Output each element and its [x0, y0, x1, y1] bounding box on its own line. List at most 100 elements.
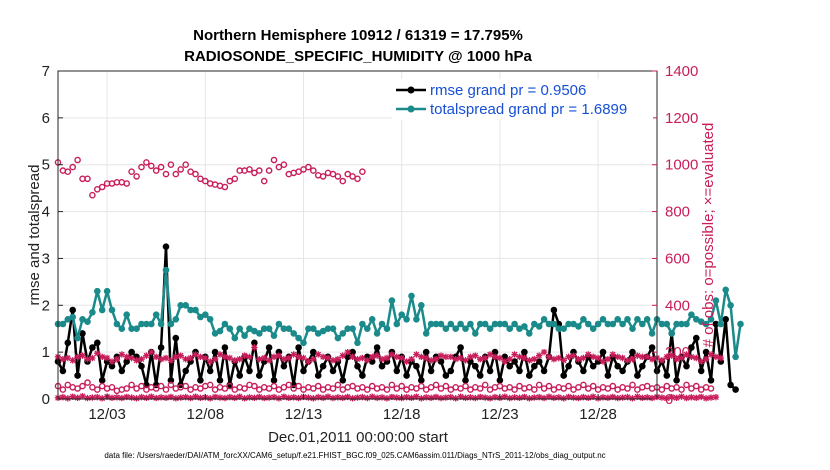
data-point	[368, 358, 376, 365]
obs-evaluated-marker	[177, 394, 184, 401]
data-point	[634, 372, 641, 379]
obs-evaluated-marker	[79, 352, 86, 359]
obs-possible-marker	[535, 381, 543, 389]
obs-evaluated-marker	[688, 353, 695, 361]
data-point	[560, 372, 567, 379]
obs-possible-marker	[138, 382, 145, 390]
obs-evaluated-marker	[202, 354, 209, 362]
obs-possible-marker	[275, 163, 283, 171]
obs-evaluated-marker	[143, 394, 150, 402]
data-point	[123, 358, 130, 365]
data-point	[94, 339, 101, 347]
obs-evaluated-marker	[580, 354, 587, 362]
obs-evaluated-marker	[634, 393, 641, 400]
obs-evaluated-marker	[437, 394, 445, 402]
obs-evaluated-marker	[683, 394, 690, 402]
obs-possible-marker	[585, 385, 592, 392]
obs-evaluated-marker	[207, 358, 214, 365]
data-point	[589, 362, 597, 370]
obs-evaluated-marker	[369, 393, 376, 400]
legend-spread-marker	[407, 105, 415, 113]
obs-evaluated-marker	[315, 351, 322, 358]
obs-possible-marker	[143, 159, 150, 166]
obs-evaluated-marker	[256, 355, 263, 363]
data-point	[467, 320, 474, 328]
data-point	[570, 320, 577, 328]
obs-possible-marker	[305, 163, 312, 171]
obs-evaluated-marker	[521, 393, 528, 401]
data-point	[531, 320, 538, 328]
data-point	[251, 327, 258, 335]
data-point	[216, 327, 224, 335]
data-point	[98, 306, 106, 314]
obs-evaluated-marker	[560, 395, 567, 402]
data-point	[604, 372, 612, 379]
obs-evaluated-marker	[575, 394, 582, 402]
obs-evaluated-marker	[69, 393, 76, 400]
y-right-tick-label: 0	[665, 391, 673, 408]
data-point	[481, 320, 489, 328]
obs-possible-marker	[74, 385, 81, 392]
data-point	[270, 332, 278, 340]
data-point	[202, 311, 209, 319]
obs-possible-marker	[123, 385, 130, 392]
data-point	[236, 372, 243, 379]
y-right-tick-label: 1400	[665, 63, 698, 80]
obs-evaluated-marker	[477, 355, 484, 363]
obs-evaluated-marker	[74, 353, 81, 361]
data-point	[501, 320, 509, 328]
obs-possible-marker	[265, 167, 273, 174]
obs-possible-marker	[604, 385, 612, 392]
data-point	[540, 367, 548, 375]
data-point	[476, 372, 484, 379]
data-point	[550, 320, 558, 328]
obs-evaluated-marker	[599, 358, 607, 365]
obs-evaluated-marker	[216, 394, 224, 401]
obs-possible-marker	[609, 382, 617, 390]
data-point	[211, 330, 219, 337]
series-obs-evaluated	[54, 344, 725, 365]
obs-evaluated-marker	[275, 352, 283, 359]
data-point	[619, 320, 626, 328]
obs-evaluated-marker	[64, 395, 72, 402]
data-point	[231, 334, 239, 342]
obs-evaluated-marker	[472, 394, 479, 402]
obs-evaluated-marker	[285, 354, 292, 362]
obs-evaluated-marker	[236, 355, 243, 363]
data-point	[722, 316, 729, 323]
data-point	[413, 316, 420, 323]
y-tick-label: 6	[42, 110, 50, 127]
data-point	[457, 320, 464, 328]
obs-possible-marker	[84, 379, 91, 386]
obs-evaluated-marker	[319, 353, 327, 361]
data-point	[182, 302, 189, 309]
obs-evaluated-marker	[540, 348, 548, 356]
obs-evaluated-marker	[393, 394, 400, 401]
obs-possible-marker	[319, 173, 327, 180]
data-point	[280, 362, 288, 370]
obs-evaluated-marker	[673, 394, 680, 402]
obs-evaluated-marker	[128, 394, 135, 401]
obs-possible-marker	[108, 383, 116, 391]
data-point	[486, 367, 494, 375]
obs-evaluated-marker	[265, 357, 273, 364]
data-point	[609, 320, 617, 328]
obs-possible-marker	[138, 163, 145, 171]
obs-evaluated-marker	[688, 394, 695, 401]
obs-evaluated-marker	[589, 393, 597, 400]
obs-possible-marker	[658, 386, 666, 393]
obs-possible-marker	[545, 382, 553, 390]
obs-possible-marker	[192, 170, 199, 178]
obs-evaluated-marker	[157, 394, 165, 401]
obs-possible-marker	[457, 385, 464, 392]
obs-possible-marker	[197, 385, 204, 392]
data-point	[206, 316, 214, 323]
obs-evaluated-marker	[403, 358, 410, 365]
obs-evaluated-marker	[359, 354, 366, 362]
obs-possible-marker	[280, 161, 288, 168]
obs-possible-marker	[167, 381, 175, 389]
obs-possible-marker	[270, 382, 278, 390]
obs-evaluated-marker	[550, 355, 558, 363]
data-point	[270, 377, 278, 384]
obs-evaluated-marker	[270, 393, 278, 401]
